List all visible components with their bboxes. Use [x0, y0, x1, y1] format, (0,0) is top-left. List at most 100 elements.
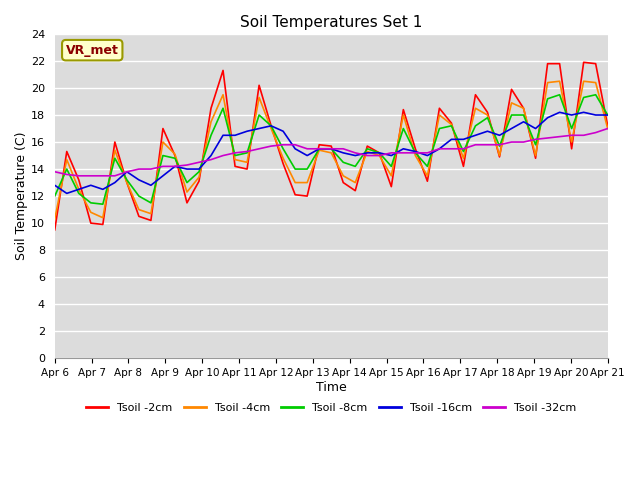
- Tsoil -4cm: [63, 157, 70, 163]
- Tsoil -4cm: [532, 153, 540, 158]
- Tsoil -32cm: [436, 146, 444, 152]
- Tsoil -2cm: [231, 164, 239, 169]
- Tsoil -4cm: [472, 106, 479, 111]
- Tsoil -4cm: [231, 157, 239, 163]
- Tsoil -4cm: [520, 106, 527, 111]
- Tsoil -32cm: [339, 146, 347, 152]
- Tsoil -8cm: [399, 126, 407, 132]
- Tsoil -16cm: [460, 136, 467, 142]
- Tsoil -32cm: [387, 150, 395, 156]
- Tsoil -32cm: [351, 150, 359, 156]
- Tsoil -32cm: [231, 150, 239, 156]
- Tsoil -32cm: [135, 166, 143, 172]
- Tsoil -2cm: [532, 156, 540, 161]
- Tsoil -2cm: [339, 180, 347, 185]
- Tsoil -2cm: [268, 123, 275, 129]
- Tsoil -4cm: [484, 112, 492, 118]
- Tsoil -32cm: [484, 142, 492, 148]
- Tsoil -2cm: [520, 106, 527, 111]
- Tsoil -16cm: [339, 150, 347, 156]
- Tsoil -4cm: [604, 126, 612, 132]
- Tsoil -2cm: [364, 143, 371, 149]
- Tsoil -2cm: [436, 106, 444, 111]
- Tsoil -2cm: [544, 61, 552, 67]
- Tsoil -4cm: [399, 112, 407, 118]
- Tsoil -4cm: [424, 173, 431, 179]
- Tsoil -2cm: [243, 166, 251, 172]
- Tsoil -4cm: [99, 215, 107, 221]
- Tsoil -4cm: [51, 216, 59, 222]
- Tsoil -2cm: [183, 200, 191, 206]
- Tsoil -32cm: [604, 126, 612, 132]
- Tsoil -8cm: [484, 115, 492, 120]
- Tsoil -2cm: [495, 154, 503, 160]
- Tsoil -32cm: [219, 153, 227, 158]
- Tsoil -4cm: [508, 100, 515, 106]
- Tsoil -2cm: [75, 177, 83, 183]
- Tsoil -16cm: [291, 146, 299, 152]
- Tsoil -8cm: [580, 95, 588, 100]
- Tsoil -4cm: [183, 189, 191, 195]
- Tsoil -2cm: [159, 126, 167, 132]
- Tsoil -8cm: [568, 126, 575, 132]
- Tsoil -16cm: [183, 166, 191, 172]
- Tsoil -4cm: [279, 156, 287, 161]
- Tsoil -8cm: [123, 177, 131, 183]
- Tsoil -4cm: [351, 180, 359, 185]
- Tsoil -16cm: [520, 119, 527, 125]
- Line: Tsoil -32cm: Tsoil -32cm: [55, 129, 608, 176]
- Tsoil -2cm: [604, 123, 612, 129]
- Tsoil -16cm: [51, 182, 59, 188]
- Tsoil -16cm: [436, 146, 444, 152]
- Tsoil -4cm: [303, 180, 311, 185]
- Tsoil -8cm: [472, 123, 479, 129]
- Tsoil -32cm: [472, 142, 479, 148]
- Tsoil -2cm: [255, 83, 263, 88]
- Tsoil -32cm: [376, 153, 383, 158]
- Tsoil -4cm: [447, 121, 455, 127]
- Tsoil -8cm: [351, 164, 359, 169]
- Tsoil -2cm: [291, 192, 299, 198]
- Tsoil -8cm: [111, 156, 118, 161]
- Tsoil -2cm: [424, 179, 431, 184]
- Tsoil -2cm: [51, 227, 59, 233]
- Tsoil -32cm: [424, 150, 431, 156]
- Tsoil -8cm: [328, 146, 335, 152]
- Tsoil -32cm: [171, 164, 179, 169]
- Tsoil -2cm: [556, 61, 563, 67]
- Tsoil -32cm: [508, 139, 515, 145]
- Tsoil -4cm: [87, 209, 95, 215]
- Tsoil -16cm: [604, 112, 612, 118]
- Tsoil -16cm: [484, 128, 492, 134]
- Legend: Tsoil -2cm, Tsoil -4cm, Tsoil -8cm, Tsoil -16cm, Tsoil -32cm: Tsoil -2cm, Tsoil -4cm, Tsoil -8cm, Tsoi…: [82, 399, 580, 418]
- Tsoil -32cm: [75, 173, 83, 179]
- Tsoil -2cm: [460, 164, 467, 169]
- Tsoil -4cm: [412, 153, 419, 158]
- Tsoil -32cm: [544, 135, 552, 141]
- Tsoil -4cm: [316, 147, 323, 153]
- Tsoil -32cm: [592, 130, 600, 135]
- Tsoil -8cm: [376, 150, 383, 156]
- Tsoil -8cm: [291, 166, 299, 172]
- Tsoil -4cm: [460, 156, 467, 161]
- Tsoil -2cm: [303, 193, 311, 199]
- Tsoil -8cm: [412, 150, 419, 156]
- Tsoil -32cm: [568, 132, 575, 138]
- Tsoil -4cm: [243, 159, 251, 165]
- Tsoil -4cm: [219, 92, 227, 97]
- Tsoil -32cm: [447, 146, 455, 152]
- Tsoil -4cm: [580, 78, 588, 84]
- Tsoil -32cm: [159, 164, 167, 169]
- Tsoil -4cm: [436, 112, 444, 118]
- Tsoil -8cm: [99, 201, 107, 207]
- Tsoil -16cm: [376, 150, 383, 156]
- Tsoil -16cm: [63, 191, 70, 196]
- Tsoil -8cm: [604, 112, 612, 118]
- Tsoil -4cm: [147, 211, 155, 216]
- Tsoil -32cm: [532, 136, 540, 142]
- Tsoil -16cm: [123, 169, 131, 175]
- Tsoil -16cm: [219, 132, 227, 138]
- Tsoil -2cm: [580, 60, 588, 65]
- Tsoil -16cm: [147, 182, 155, 188]
- Tsoil -32cm: [460, 146, 467, 152]
